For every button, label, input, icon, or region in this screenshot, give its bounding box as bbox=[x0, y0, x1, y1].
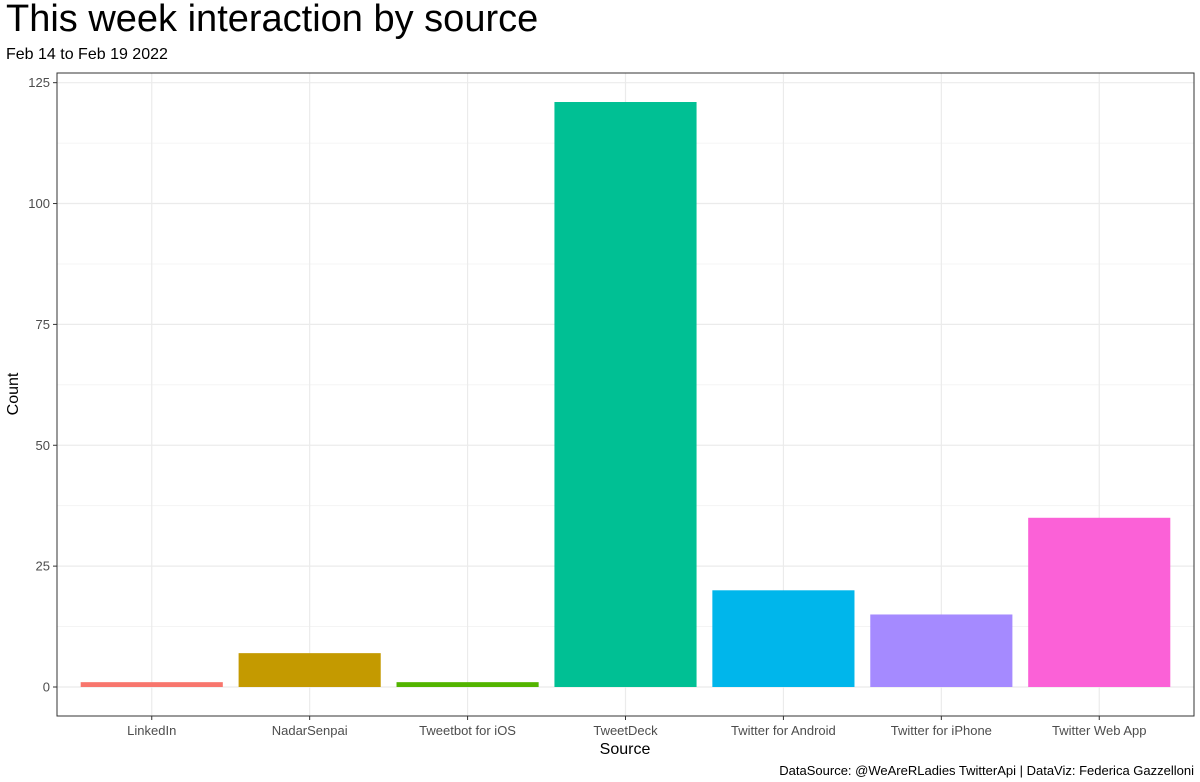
x-tick-label: Tweetbot for iOS bbox=[419, 723, 516, 738]
x-tick-label: TweetDeck bbox=[593, 723, 658, 738]
bar bbox=[870, 614, 1013, 687]
bar bbox=[80, 682, 223, 687]
y-tick-label: 125 bbox=[28, 75, 50, 90]
y-tick-label: 25 bbox=[36, 559, 50, 574]
bar bbox=[712, 590, 855, 687]
bar bbox=[1028, 517, 1171, 687]
x-tick-label: LinkedIn bbox=[127, 723, 176, 738]
chart-subtitle: Feb 14 to Feb 19 2022 bbox=[6, 46, 168, 63]
y-tick-label: 0 bbox=[43, 679, 50, 694]
x-axis-title: Source bbox=[600, 741, 651, 758]
chart-caption: DataSource: @WeAreRLadies TwitterApi | D… bbox=[779, 763, 1194, 778]
x-tick-label: Twitter for Android bbox=[731, 723, 836, 738]
x-tick-label: NadarSenpai bbox=[272, 723, 348, 738]
y-tick-label: 75 bbox=[36, 317, 50, 332]
x-tick-label: Twitter for iPhone bbox=[891, 723, 992, 738]
y-tick-label: 50 bbox=[36, 438, 50, 453]
x-tick-label: Twitter Web App bbox=[1052, 723, 1146, 738]
bar bbox=[238, 653, 381, 687]
bar bbox=[396, 682, 539, 687]
bar bbox=[554, 102, 697, 687]
y-axis-title: Count bbox=[5, 372, 22, 415]
chart-title: This week interaction by source bbox=[6, 0, 539, 40]
y-tick-label: 100 bbox=[28, 196, 50, 211]
